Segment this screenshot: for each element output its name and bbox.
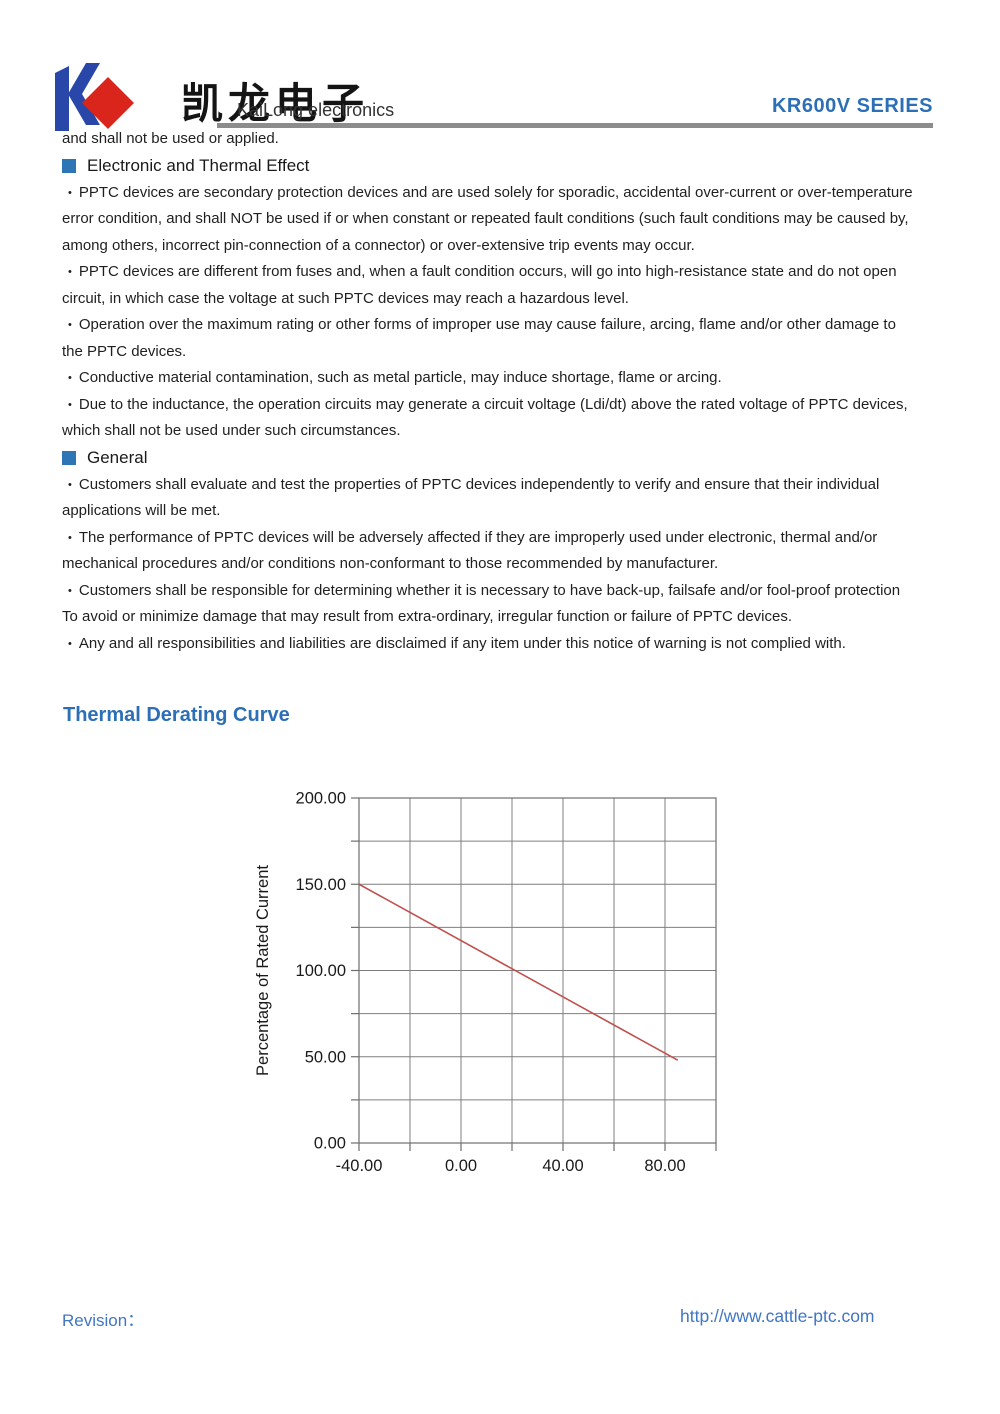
kailong-logo-icon [55, 63, 134, 131]
y-tick-label: 150.00 [296, 876, 346, 894]
body-line: • Due to the inductance, the operation ci… [62, 392, 942, 419]
body-line: among others, incorrect pin-connection o… [62, 236, 695, 254]
bullet-icon: • [68, 266, 72, 278]
body-line: • Operation over the maximum rating or ot… [62, 312, 942, 339]
y-tick-label: 0.00 [314, 1135, 346, 1153]
notice-text-block: and shall not be used or applied. Electro… [62, 126, 942, 657]
bullet-icon: • [68, 637, 72, 650]
thermal-derating-chart: -40.00 0.00 40.00 80.00 0.00 50.00 100.00 150.0… [180, 775, 760, 1185]
body-line: error condition, and shall NOT be used i… [62, 210, 909, 227]
bullet-icon: • [68, 398, 72, 411]
x-tick-label: 40.00 [542, 1157, 583, 1175]
body-line: • Any and all responsibilities and liabil… [62, 631, 942, 658]
brand-name-english: KaiLong electronics [237, 100, 395, 120]
body-line: which shall not be used under such circu… [62, 422, 401, 439]
derating-curve-heading: Thermal Derating Curve [63, 704, 290, 726]
body-line: circuit, in which case the voltage at su… [62, 289, 629, 307]
website-link[interactable]: http://www.cattle-ptc.com [680, 1306, 875, 1326]
bullet-icon: • [68, 372, 72, 384]
derating-chart-svg: -40.00 0.00 40.00 80.00 0.00 50.00 100.00 150.0… [254, 790, 717, 1175]
bullet-icon: • [68, 584, 72, 597]
section-header: General [62, 445, 942, 472]
body-line: To avoid or minimize damage that may res… [62, 608, 793, 625]
body-line: • PPTC devices are different from fuses a… [62, 259, 942, 286]
section-square-icon [62, 159, 76, 173]
body-line: mechanical procedures and/or conditions … [62, 555, 719, 572]
bullet-icon: • [68, 319, 72, 331]
header-divider [217, 123, 933, 128]
y-axis-title: Percentage of Rated Current [254, 865, 272, 1076]
body-line: • The performance of PPTC devices will be… [62, 525, 942, 552]
body-line: • Customers shall be responsible for dete… [62, 578, 942, 605]
body-line: applications will be met. [62, 502, 221, 519]
bullet-icon: • [68, 186, 72, 199]
body-line: • Customers shall evaluate and test the p… [62, 472, 942, 499]
section-header: Electronic and Thermal Effect [62, 153, 942, 180]
x-tick-label: -40.00 [336, 1157, 383, 1175]
section-header-label: General [87, 448, 148, 467]
y-tick-label: 100.00 [296, 962, 346, 980]
body-line: • Conductive material contamination, such… [62, 365, 942, 392]
series-title: KR600V SERIES [771, 95, 933, 117]
body-line: the PPTC devices. [62, 342, 187, 360]
bullet-icon: • [68, 478, 72, 491]
brand-name-chinese: 凯龙电子 [181, 79, 370, 128]
y-tick-label: 50.00 [305, 1048, 346, 1066]
x-tick-label: 0.00 [445, 1157, 477, 1175]
bullet-icon: • [68, 531, 72, 544]
derating-curve-line [358, 883, 679, 1061]
y-tick-label: 200.00 [296, 790, 346, 808]
body-line: • PPTC devices are secondary protection d… [62, 180, 942, 207]
body-line: and shall not be used or applied. [62, 130, 279, 147]
revision-label: Revision： [62, 1311, 145, 1330]
section-header-label: Electronic and Thermal Effect [87, 156, 310, 175]
section-square-icon [62, 451, 76, 465]
x-tick-label: 80.00 [644, 1157, 685, 1175]
